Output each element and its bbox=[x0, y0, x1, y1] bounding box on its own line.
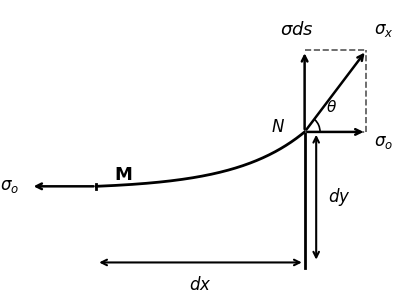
Text: $\sigma_o$: $\sigma_o$ bbox=[0, 178, 19, 195]
Text: $\sigma ds$: $\sigma ds$ bbox=[279, 22, 313, 40]
Text: $\sigma_o$: $\sigma_o$ bbox=[373, 134, 392, 151]
Text: $dx$: $dx$ bbox=[189, 276, 211, 294]
Text: $dy$: $dy$ bbox=[327, 186, 349, 208]
Text: $\mathbf{M}$: $\mathbf{M}$ bbox=[114, 166, 132, 184]
Text: $\theta$: $\theta$ bbox=[325, 99, 336, 115]
Text: $N$: $N$ bbox=[271, 119, 285, 136]
Text: $\sigma_x$: $\sigma_x$ bbox=[373, 22, 393, 40]
